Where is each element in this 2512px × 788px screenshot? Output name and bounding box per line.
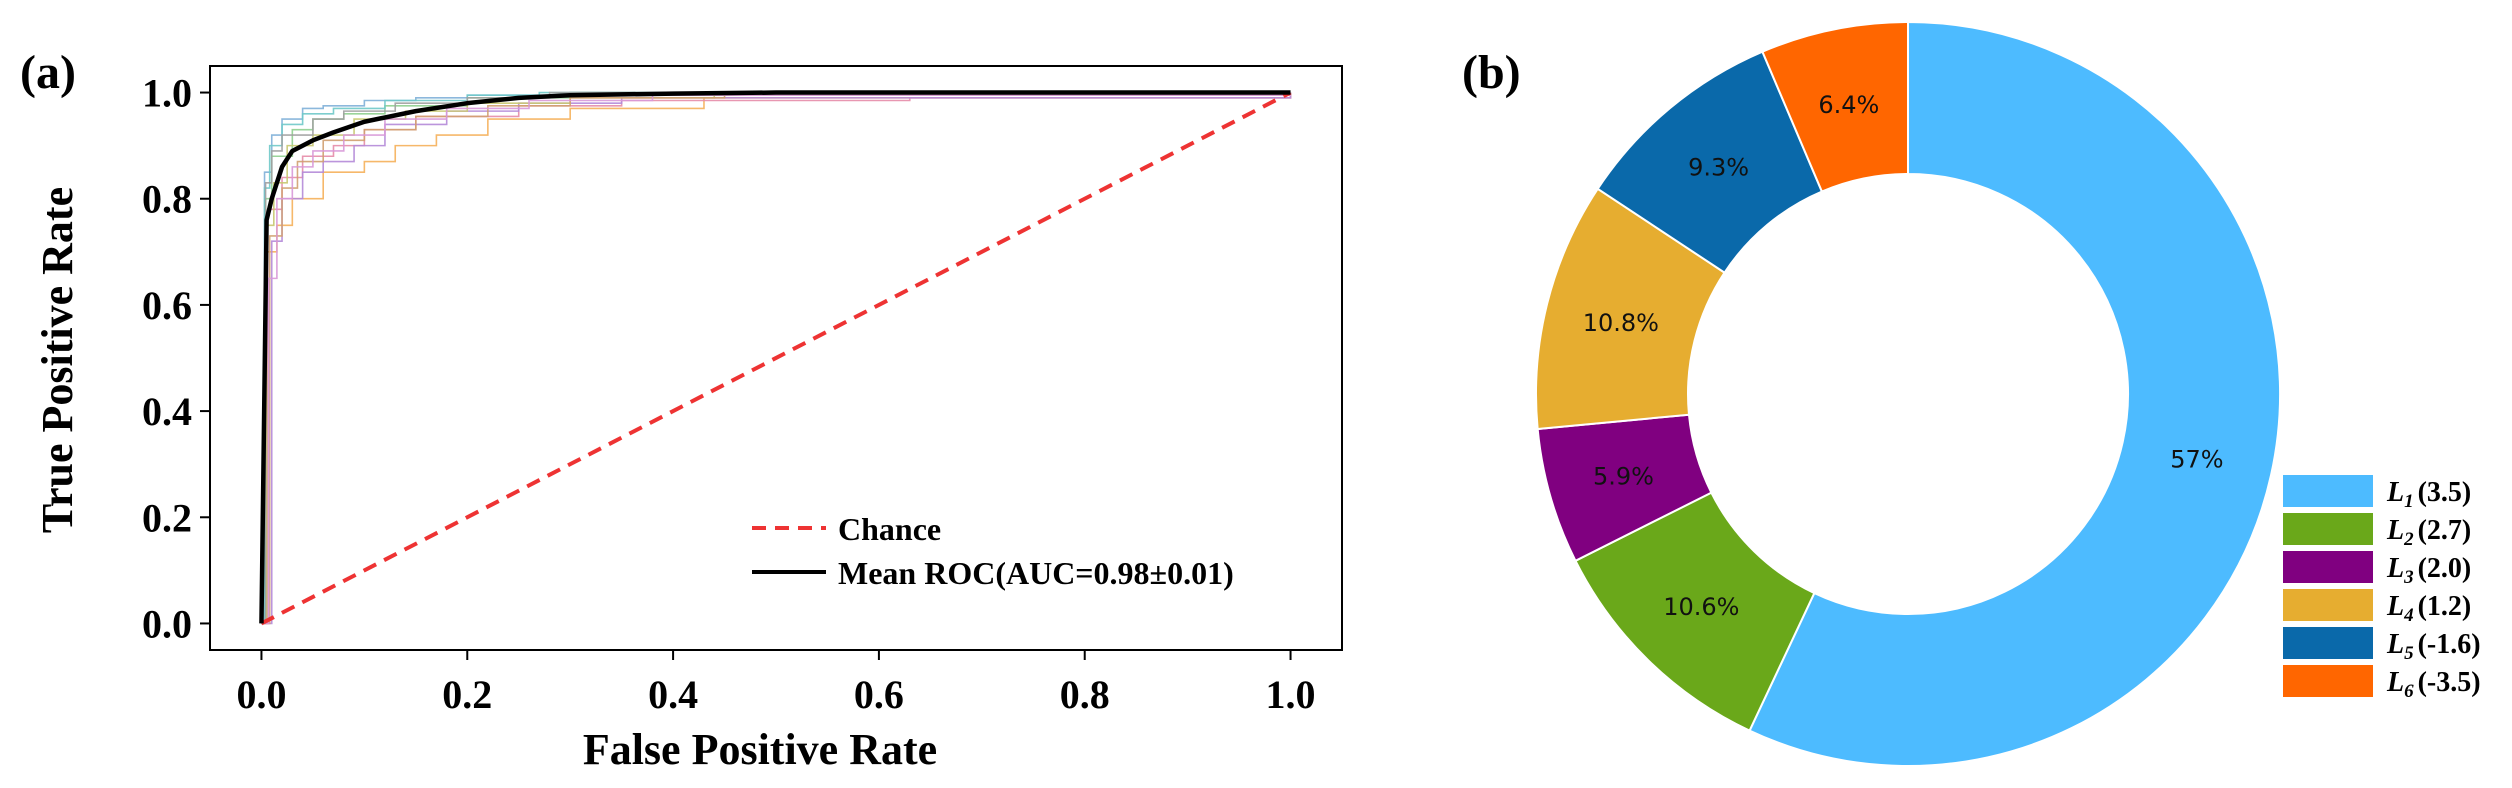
y-axis-label: True Positive Rate bbox=[33, 187, 82, 533]
x-tick-label: 0.0 bbox=[236, 672, 286, 717]
y-tick-label: 0.0 bbox=[142, 601, 192, 646]
x-axis-label: False Positive Rate bbox=[583, 725, 937, 774]
donut-legend-label-3: L3 (2.0) bbox=[2386, 553, 2471, 588]
donut-panel: (b) 57%10.6%5.9%10.8%9.3%6.4% L1 (3.5)L2(… bbox=[1462, 20, 2481, 767]
donut-legend-swatch-4 bbox=[2283, 589, 2373, 621]
donut-legend-swatch-6 bbox=[2283, 665, 2373, 697]
donut-slice-1 bbox=[1748, 20, 2281, 767]
x-tick-label: 0.2 bbox=[442, 672, 492, 717]
donut-legend-swatch-2 bbox=[2283, 513, 2373, 545]
x-tick-label: 0.6 bbox=[854, 672, 904, 717]
legend-subscript: 6 bbox=[2404, 681, 2414, 702]
x-tick-label: 0.4 bbox=[648, 672, 698, 717]
legend-symbol: L bbox=[2386, 591, 2404, 622]
x-tick-label: 1.0 bbox=[1266, 672, 1316, 717]
mean-roc-curve bbox=[259, 90, 1291, 624]
roc-plot-frame bbox=[209, 65, 1343, 651]
donut-slice-label-4: 10.8% bbox=[1583, 309, 1659, 337]
donut-slice-label-1: 57% bbox=[2170, 446, 2223, 474]
y-tick-label: 0.2 bbox=[142, 495, 192, 540]
legend-mean-roc-label: Mean ROC(AUC=0.98±0.01) bbox=[838, 555, 1234, 591]
panel-label-a: (a) bbox=[20, 46, 76, 99]
panel-label-b: (b) bbox=[1462, 46, 1521, 99]
chance-line bbox=[260, 90, 1292, 626]
x-axis-ticks: 0.0 0.2 0.4 0.6 0.8 1.0 bbox=[236, 650, 1316, 717]
x-tick-label: 0.8 bbox=[1060, 672, 1110, 717]
donut-legend-label-2: L2 (2.7) bbox=[2386, 515, 2471, 550]
legend-value: (-3.5) bbox=[2418, 667, 2481, 698]
donut-slice-label-5: 9.3% bbox=[1688, 154, 1749, 182]
donut-slices bbox=[1535, 20, 2281, 767]
roc-legend: Chance Mean ROC(AUC=0.98±0.01) bbox=[752, 511, 1234, 591]
legend-subscript: 5 bbox=[2404, 643, 2414, 664]
fold-roc-curve-8 bbox=[261, 92, 1292, 625]
y-tick-label: 0.6 bbox=[142, 283, 192, 328]
roc-series bbox=[259, 90, 1292, 626]
fold-roc-curve-9 bbox=[261, 91, 1291, 625]
y-axis-ticks: 0.0 0.2 0.4 0.6 0.8 1.0 bbox=[142, 71, 210, 646]
donut-slice-label-2: 10.6% bbox=[1663, 593, 1739, 621]
donut-legend-label-4: L4 (1.2) bbox=[2386, 591, 2471, 626]
legend-value: (3.5) bbox=[2418, 477, 2472, 508]
y-tick-label: 1.0 bbox=[142, 71, 192, 116]
donut-slice-6 bbox=[1761, 20, 1909, 193]
y-tick-label: 0.4 bbox=[142, 389, 192, 434]
legend-chance-label: Chance bbox=[838, 511, 941, 547]
legend-subscript: 3 bbox=[2403, 567, 2414, 588]
y-tick-label: 0.8 bbox=[142, 177, 192, 222]
fold-curves bbox=[261, 91, 1292, 625]
donut-legend-swatch-5 bbox=[2283, 627, 2373, 659]
donut-slice-label-6: 6.4% bbox=[1818, 91, 1879, 119]
legend-value: (2.0) bbox=[2418, 553, 2472, 584]
fold-roc-curve-6 bbox=[261, 91, 1291, 625]
legend-symbol: L bbox=[2386, 515, 2404, 546]
donut-legend-label-6: L6 (-3.5) bbox=[2386, 667, 2481, 702]
donut-legend-swatch-1 bbox=[2283, 475, 2373, 507]
legend-subscript: 1 bbox=[2404, 491, 2414, 512]
legend-value: (-1.6) bbox=[2418, 629, 2481, 660]
donut-slice-labels: 57% 10.6% 5.9% 10.8% 9.3% 6.4% bbox=[1583, 91, 2224, 621]
donut-legend-label-5: L5 (-1.6) bbox=[2386, 629, 2481, 664]
donut-slice-label-3: 5.9% bbox=[1593, 463, 1654, 491]
donut-legend-label-1: L1 (3.5) bbox=[2386, 477, 2471, 512]
legend-value: (2.7) bbox=[2418, 515, 2472, 546]
legend-subscript: 2 bbox=[2403, 529, 2414, 550]
fold-roc-curve-10 bbox=[261, 92, 1292, 625]
legend-symbol: L bbox=[2386, 667, 2404, 698]
legend-value: (1.2) bbox=[2418, 591, 2472, 622]
donut-legend: L1 (3.5)L2 (2.7)L3 (2.0)L4 (1.2)L5 (-1.6)L6 (-… bbox=[2283, 475, 2481, 702]
roc-panel: (a) 0.0 0.2 0.4 0.6 0.8 1.0 0.0 0.2 0.4 0.6 0.8 1.… bbox=[20, 46, 1343, 774]
donut-legend-swatch-3 bbox=[2283, 551, 2373, 583]
legend-symbol: L bbox=[2386, 477, 2404, 508]
legend-symbol: L bbox=[2386, 629, 2404, 660]
legend-subscript: 4 bbox=[2403, 605, 2414, 626]
legend-symbol: L bbox=[2386, 553, 2404, 584]
